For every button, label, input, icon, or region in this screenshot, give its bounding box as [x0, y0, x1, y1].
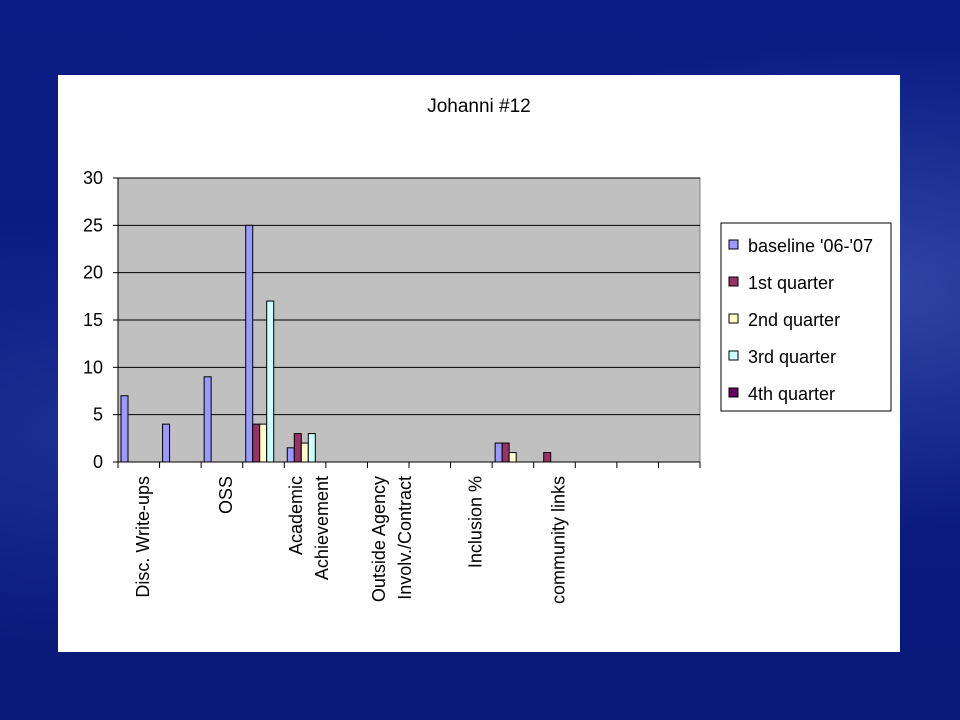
- bar-baseline-06-07-2: [203, 376, 212, 463]
- chart-title: Johanni #12: [427, 96, 531, 117]
- y-tick-label: 30: [83, 168, 103, 188]
- bar-3rd-quarter-3: [266, 300, 275, 463]
- bar-baseline-06-07-3: [245, 224, 254, 463]
- legend-swatch: [728, 313, 739, 324]
- legend-label: baseline '06-'07: [748, 236, 873, 256]
- bar-1st-quarter-9: [501, 442, 510, 463]
- x-category-label: Involv./Contract: [395, 476, 415, 600]
- bar-2nd-quarter-3: [259, 423, 268, 463]
- legend-label: 1st quarter: [748, 273, 834, 293]
- x-category-label: Inclusion %: [465, 476, 485, 568]
- bar-2nd-quarter-9: [508, 452, 517, 463]
- x-category-label: Disc. Write-ups: [133, 476, 153, 598]
- legend-label: 3rd quarter: [748, 347, 836, 367]
- bar-1st-quarter-3: [252, 423, 261, 463]
- y-tick-label: 0: [93, 452, 103, 472]
- bars: [120, 224, 552, 463]
- legend-box: [720, 222, 892, 412]
- bar-1st-quarter-10: [543, 452, 552, 463]
- y-tick-label: 20: [83, 263, 103, 283]
- legend-swatch: [728, 387, 739, 398]
- gridlines: [118, 177, 700, 416]
- y-tick-label: 10: [83, 357, 103, 377]
- x-category-label: Academic: [286, 476, 306, 555]
- y-tick-label: 5: [93, 405, 103, 425]
- legend-swatch: [728, 239, 739, 250]
- axes: 0 5 10 15 20 25 30 Disc. Write-ups OSS Academic Ac…: [83, 168, 701, 604]
- y-tick-label: 25: [83, 215, 103, 235]
- x-category-label: Achievement: [312, 476, 332, 580]
- legend-swatch: [728, 276, 739, 287]
- bar-baseline-06-07-4: [286, 447, 295, 463]
- bar-baseline-06-07-9: [494, 442, 503, 463]
- bar-baseline-06-07-1: [162, 423, 171, 463]
- legend: baseline '06-'07 1st quarter 2nd quarter 3r…: [720, 222, 892, 412]
- bar-2nd-quarter-4: [300, 442, 309, 463]
- chart-panel: Johanni #12 0 5 10 15 20 25 30 Disc. Write-ups O…: [58, 75, 900, 652]
- y-tick-label: 15: [83, 310, 103, 330]
- x-category-label: OSS: [216, 476, 236, 514]
- bar-3rd-quarter-4: [307, 433, 316, 463]
- x-category-label: community links: [549, 476, 569, 604]
- legend-label: 4th quarter: [748, 384, 835, 404]
- legend-label: 2nd quarter: [748, 310, 840, 330]
- bar-chart: Johanni #12 0 5 10 15 20 25 30 Disc. Write-ups O…: [83, 96, 892, 604]
- bar-baseline-06-07-0: [120, 395, 129, 463]
- legend-swatch: [728, 350, 739, 361]
- bar-1st-quarter-4: [293, 433, 302, 463]
- x-category-label: Outside Agency: [369, 476, 389, 602]
